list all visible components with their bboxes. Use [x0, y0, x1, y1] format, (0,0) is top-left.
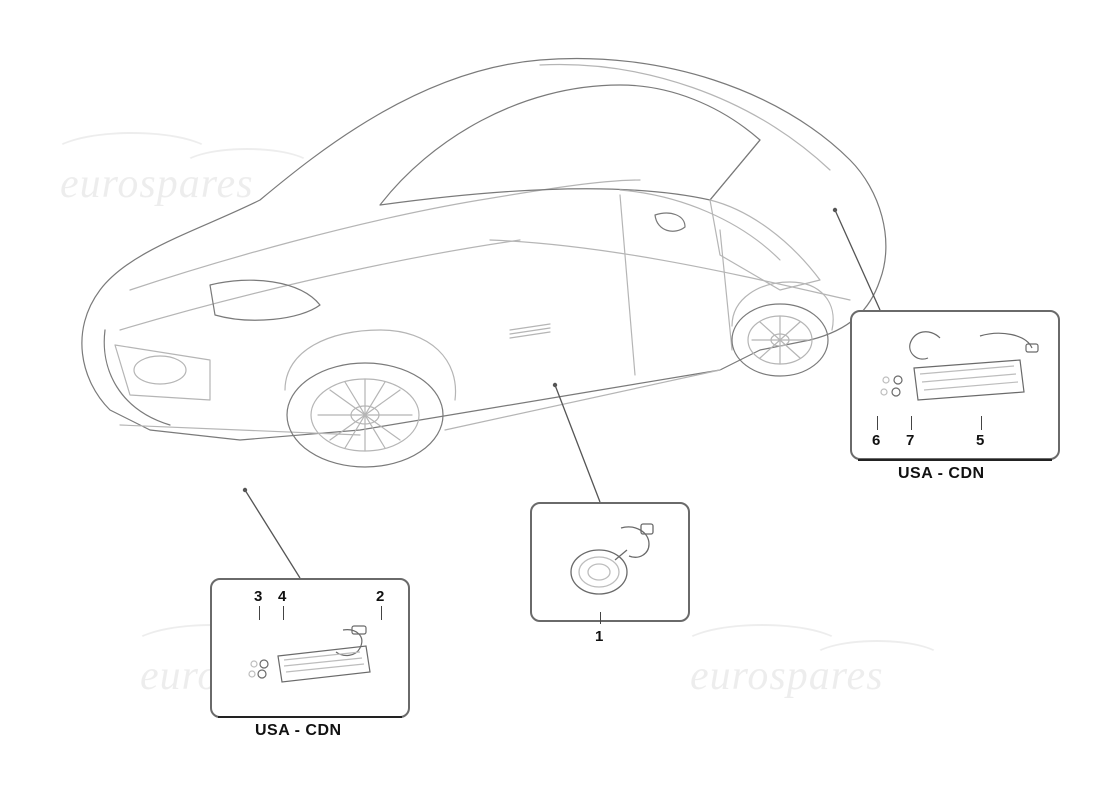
ref-1: 1	[595, 628, 603, 645]
diagram-page: eurospares eurospares eurospares	[0, 0, 1100, 800]
side-repeater-icon	[555, 520, 665, 605]
ref-tick	[911, 416, 912, 430]
ref-tick	[259, 606, 260, 620]
ref-4: 4	[278, 588, 286, 605]
ref-3: 3	[254, 588, 262, 605]
callout-divider	[218, 716, 402, 718]
ref-6: 6	[872, 432, 880, 449]
ref-7: 7	[906, 432, 914, 449]
ref-2: 2	[376, 588, 384, 605]
ref-tick	[877, 416, 878, 430]
car-line-drawing	[60, 30, 900, 500]
front-marker-light-icon	[248, 622, 378, 692]
watermark: eurospares	[690, 652, 884, 700]
ref-tick	[283, 606, 284, 620]
ref-5: 5	[976, 432, 984, 449]
callout-divider	[858, 459, 1052, 461]
region-label-front: USA - CDN	[255, 722, 342, 740]
ref-tick	[600, 612, 601, 624]
ref-tick	[381, 606, 382, 620]
rear-marker-light-icon	[870, 324, 1040, 414]
region-label-rear: USA - CDN	[898, 465, 985, 483]
ref-tick	[981, 416, 982, 430]
